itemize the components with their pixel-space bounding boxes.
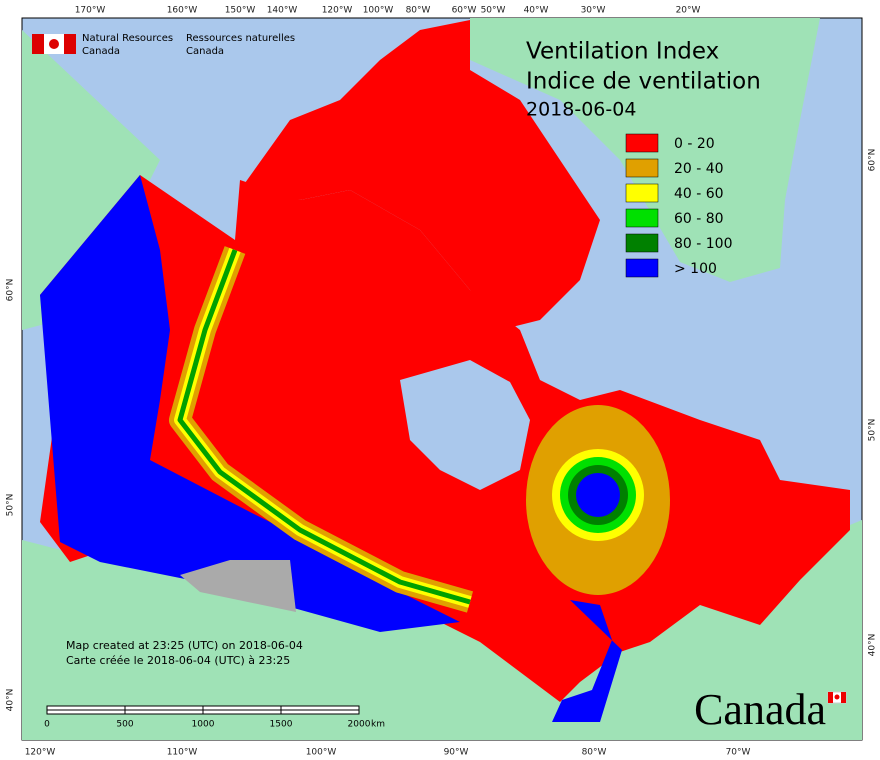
- legend-label: 80 - 100: [674, 236, 733, 252]
- legend-swatch: [625, 158, 659, 178]
- scale-bar: [46, 705, 360, 715]
- scale-label: 0: [44, 720, 50, 730]
- legend-swatch: [625, 258, 659, 278]
- scale-segment: [202, 709, 282, 715]
- lon-label: 150°W: [225, 6, 256, 16]
- lon-label: 90°W: [444, 748, 469, 758]
- scale-segment: [124, 709, 204, 715]
- lon-label: 80°W: [582, 748, 607, 758]
- scale-segment: [280, 705, 360, 711]
- ontario-high: [552, 600, 622, 722]
- alaska: [22, 30, 160, 330]
- header-flag: [32, 34, 76, 54]
- legend-swatch: [625, 208, 659, 228]
- legend-label: 0 - 20: [674, 136, 715, 152]
- agency-en: Natural Resources: [82, 33, 173, 44]
- lat-label: 40°N: [868, 634, 878, 657]
- lon-label: 50°W: [481, 6, 506, 16]
- lat-label: 50°N: [868, 419, 878, 442]
- agency-fr: Ressources naturelles: [186, 33, 295, 44]
- arctic-islands: [240, 20, 600, 330]
- agency-en: Canada: [82, 46, 120, 57]
- scale-segment: [280, 709, 360, 715]
- scale-label: 1500: [270, 720, 293, 730]
- lon-label: 30°W: [581, 6, 606, 16]
- lon-label: 100°W: [363, 6, 394, 16]
- scale-segment: [46, 705, 126, 711]
- west-high-index: [40, 175, 460, 632]
- lon-label: 120°W: [25, 748, 56, 758]
- lon-label: 20°W: [676, 6, 701, 16]
- no-data: [180, 560, 296, 612]
- scale-segment: [46, 709, 126, 715]
- wordmark-flag: [827, 691, 847, 704]
- legend-swatch: [625, 133, 659, 153]
- lat-label: 60°N: [6, 279, 16, 302]
- lat-label: 60°N: [868, 149, 878, 172]
- lon-label: 160°W: [167, 6, 198, 16]
- scale-label: 1000: [192, 720, 215, 730]
- legend-swatch: [625, 183, 659, 203]
- lat-label: 50°N: [6, 494, 16, 517]
- lat-label: 40°N: [6, 689, 16, 712]
- title: Ventilation Index: [526, 39, 719, 65]
- wordmark: Canada: [694, 685, 826, 734]
- title: Indice de ventilation: [526, 69, 761, 95]
- lon-label: 60°W: [452, 6, 477, 16]
- lon-label: 70°W: [726, 748, 751, 758]
- date: 2018-06-04: [526, 99, 636, 121]
- scale-label: 2000: [348, 720, 371, 730]
- usa: [22, 520, 862, 740]
- lon-label: 140°W: [267, 6, 298, 16]
- lon-label: 80°W: [406, 6, 431, 16]
- scale-label: 500: [116, 720, 133, 730]
- lon-label: 170°W: [75, 6, 106, 16]
- note: Map created at 23:25 (UTC) on 2018-06-04: [66, 639, 303, 652]
- legend-label: 40 - 60: [674, 186, 724, 202]
- scale-segment: [202, 705, 282, 711]
- scale-segment: [124, 705, 204, 711]
- scale-unit: km: [371, 720, 385, 730]
- legend-label: 60 - 80: [674, 211, 724, 227]
- hudson-bay: [400, 360, 530, 490]
- agency-fr: Canada: [186, 46, 224, 57]
- lon-label: 100°W: [306, 748, 337, 758]
- band-60-100: [177, 249, 471, 605]
- lon-label: 110°W: [167, 748, 198, 758]
- lon-label: 120°W: [322, 6, 353, 16]
- lon-label: 40°W: [524, 6, 549, 16]
- legend-label: > 100: [674, 261, 717, 277]
- legend-label: 20 - 40: [674, 161, 724, 177]
- note: Carte créée le 2018-06-04 (UTC) à 23:25: [66, 654, 290, 667]
- legend-swatch: [625, 233, 659, 253]
- quebec-high: [576, 473, 620, 517]
